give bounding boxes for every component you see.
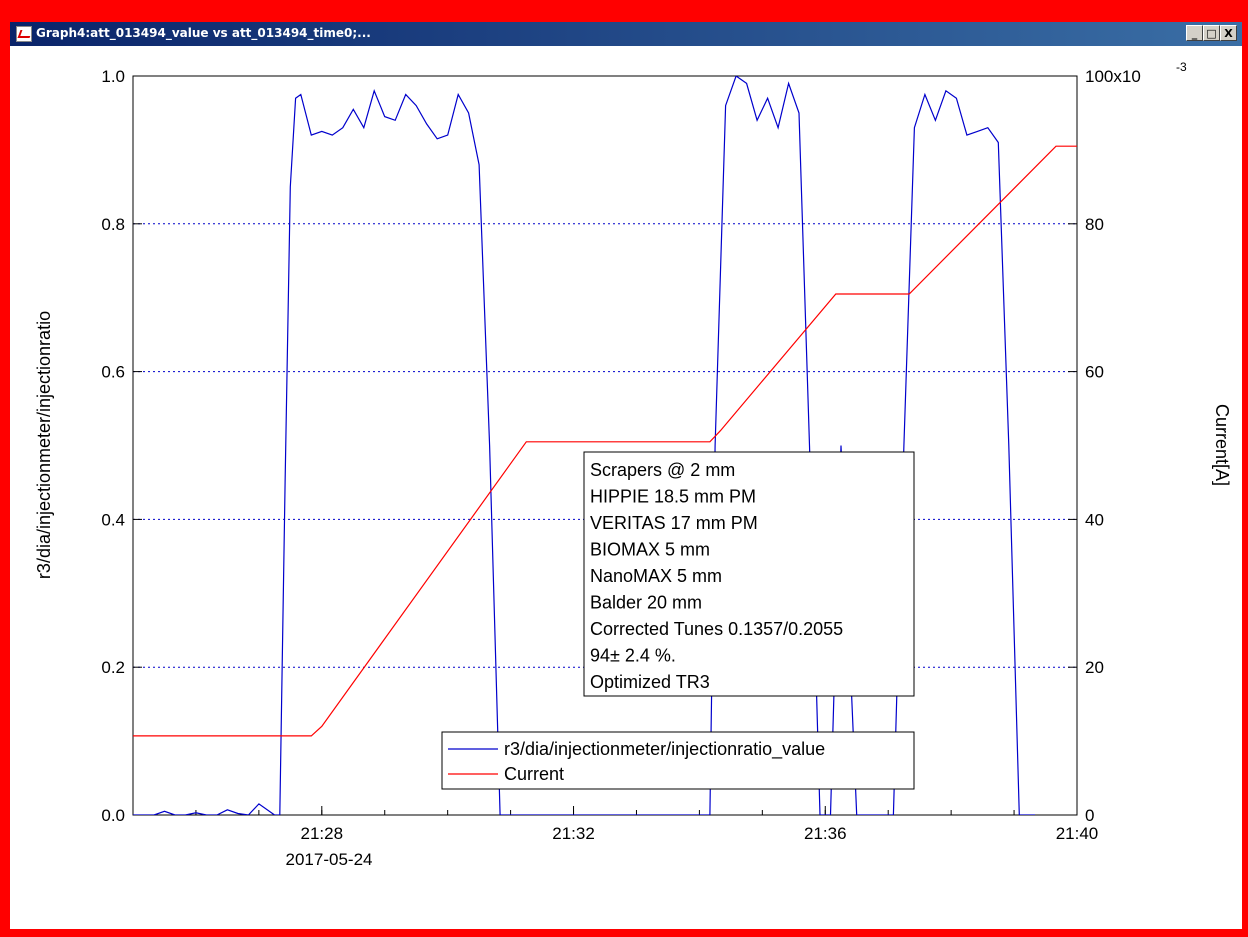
y-axis-right-label: Current[A] xyxy=(1212,404,1232,486)
title-bar[interactable]: Graph4:att_013494_value vs att_013494_ti… xyxy=(10,22,1242,46)
annotation-line: BIOMAX 5 mm xyxy=(590,540,710,560)
y-right-tick-label: 40 xyxy=(1085,510,1104,529)
annotation-line: HIPPIE 18.5 mm PM xyxy=(590,487,756,507)
series-line-current xyxy=(133,145,1077,737)
x-axis: 21:28 21:32 21:36 21:40 xyxy=(132,806,1099,843)
annotation-line: 94± 2.4 %. xyxy=(590,646,676,666)
maximize-button[interactable]: □ xyxy=(1203,25,1220,41)
left-axis: 0.0 0.2 0.4 0.6 0.8 1.0 xyxy=(101,67,142,825)
minimize-button[interactable]: _ xyxy=(1186,25,1203,41)
close-button[interactable]: X xyxy=(1220,25,1237,41)
annotation-line: Optimized TR3 xyxy=(590,672,710,692)
legend: r3/dia/injectionmeter/injectionratio_val… xyxy=(441,731,915,790)
y-right-tick-label: 0 xyxy=(1085,806,1094,825)
legend-entry-injection: r3/dia/injectionmeter/injectionratio_val… xyxy=(504,739,825,760)
y-axis-left-label: r3/dia/injectionmeter/injectionratio xyxy=(34,311,54,579)
annotation-line: VERITAS 17 mm PM xyxy=(590,513,758,533)
graph-app-icon xyxy=(16,26,32,42)
x-tick-label: 21:40 xyxy=(1056,824,1099,843)
x-tick-label: 21:32 xyxy=(552,824,595,843)
x-date-label: 2017-05-24 xyxy=(286,850,373,869)
legend-entry-current: Current xyxy=(504,764,564,784)
y-left-tick-label: 0.4 xyxy=(101,510,125,529)
y-right-exponent: -3 xyxy=(1176,60,1187,74)
y-left-tick-label: 0.8 xyxy=(101,215,125,234)
x-tick-label: 21:36 xyxy=(804,824,847,843)
window-title: Graph4:att_013494_value vs att_013494_ti… xyxy=(36,26,371,40)
y-right-tick-label: 80 xyxy=(1085,215,1104,234)
x-tick-label: 21:28 xyxy=(301,824,344,843)
y-left-tick-label: 0.0 xyxy=(101,806,125,825)
y-left-tick-label: 0.6 xyxy=(101,363,125,382)
right-axis: 0 20 40 60 80 100x10 xyxy=(1068,67,1141,825)
annotation-box: Scrapers @ 2 mm HIPPIE 18.5 mm PM VERITAS … xyxy=(583,451,915,697)
y-right-tick-label: 100x10 xyxy=(1085,67,1141,86)
annotation-line: NanoMAX 5 mm xyxy=(590,566,722,586)
y-right-tick-label: 20 xyxy=(1085,658,1104,677)
y-right-tick-label: 60 xyxy=(1085,363,1104,382)
annotation-line: Scrapers @ 2 mm xyxy=(590,460,735,480)
plot-frame xyxy=(132,75,1078,816)
y-left-tick-label: 1.0 xyxy=(101,67,125,86)
annotation-line: Balder 20 mm xyxy=(590,593,702,613)
series-group xyxy=(133,76,1077,815)
y-left-tick-label: 0.2 xyxy=(101,658,125,677)
series-line-injection xyxy=(133,76,1035,815)
annotation-line: Corrected Tunes 0.1357/0.2055 xyxy=(590,619,843,639)
